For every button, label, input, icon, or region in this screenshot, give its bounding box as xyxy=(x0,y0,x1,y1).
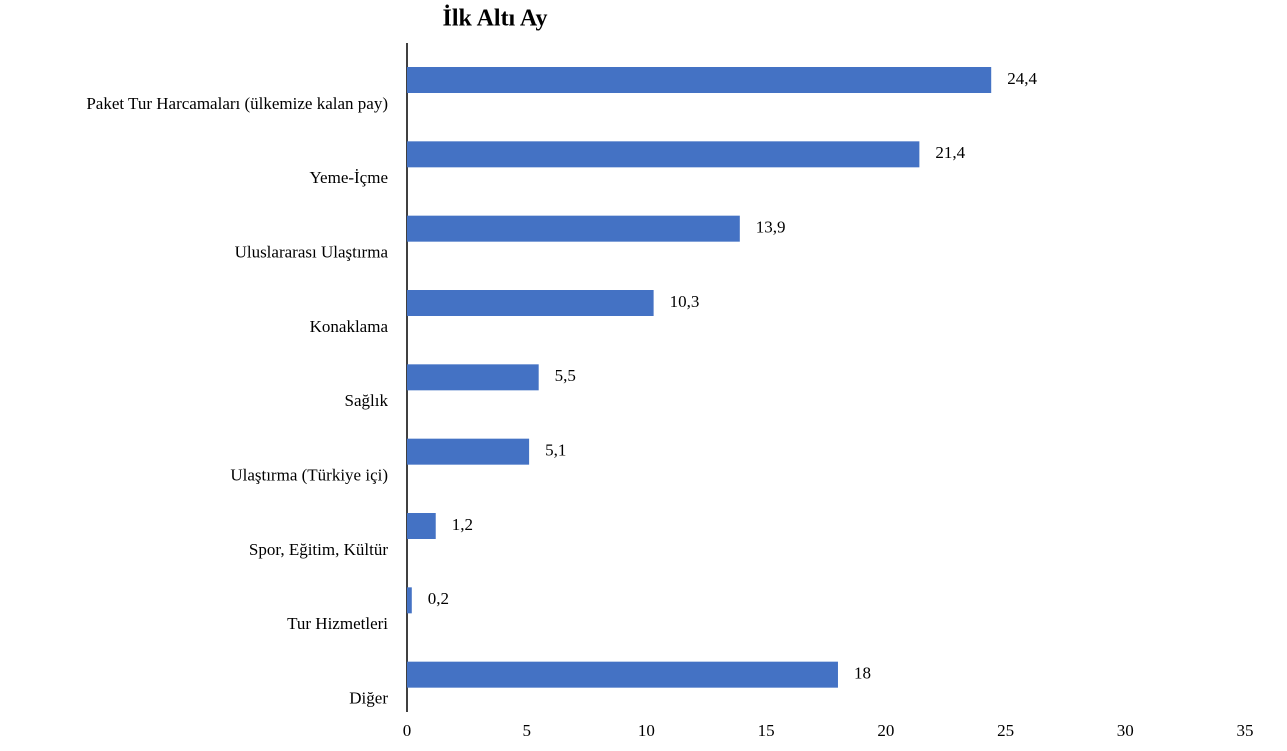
value-label: 24,4 xyxy=(1007,69,1037,88)
bar xyxy=(407,141,920,168)
bar xyxy=(407,661,838,688)
value-label: 1,2 xyxy=(452,515,473,534)
bar xyxy=(407,215,740,242)
x-tick-label: 35 xyxy=(1237,721,1254,740)
value-label: 5,1 xyxy=(545,441,566,460)
y-tick-label: Sağlık xyxy=(345,391,389,410)
x-tick-label: 25 xyxy=(997,721,1014,740)
y-tick-label: Ulaştırma (Türkiye içi) xyxy=(230,466,388,485)
y-tick-label: Diğer xyxy=(349,689,388,708)
bar xyxy=(407,587,412,614)
value-label: 21,4 xyxy=(935,143,965,162)
x-tick-label: 15 xyxy=(758,721,775,740)
value-label: 5,5 xyxy=(555,366,576,385)
y-tick-label: Konaklama xyxy=(310,317,389,336)
y-tick-label: Yeme-İçme xyxy=(309,168,388,187)
value-label: 0,2 xyxy=(428,589,449,608)
bar xyxy=(407,513,436,539)
x-tick-label: 20 xyxy=(877,721,894,740)
bar xyxy=(407,67,992,93)
x-tick-label: 10 xyxy=(638,721,655,740)
x-tick-label: 30 xyxy=(1117,721,1134,740)
y-tick-label: Paket Tur Harcamaları (ülkemize kalan pa… xyxy=(86,94,388,113)
bar xyxy=(407,364,539,391)
x-tick-label: 5 xyxy=(522,721,531,740)
x-tick-label: 0 xyxy=(403,721,412,740)
value-label: 10,3 xyxy=(670,292,700,311)
chart-title: İlk Altı Ay xyxy=(443,6,548,32)
bar xyxy=(407,290,654,316)
y-tick-label: Uluslararası Ulaştırma xyxy=(235,243,389,262)
bar xyxy=(407,438,530,465)
y-tick-label: Tur Hizmetleri xyxy=(287,614,388,633)
value-label: 18 xyxy=(854,664,871,683)
y-tick-label: Spor, Eğitim, Kültür xyxy=(249,540,388,559)
value-label: 13,9 xyxy=(756,218,786,237)
